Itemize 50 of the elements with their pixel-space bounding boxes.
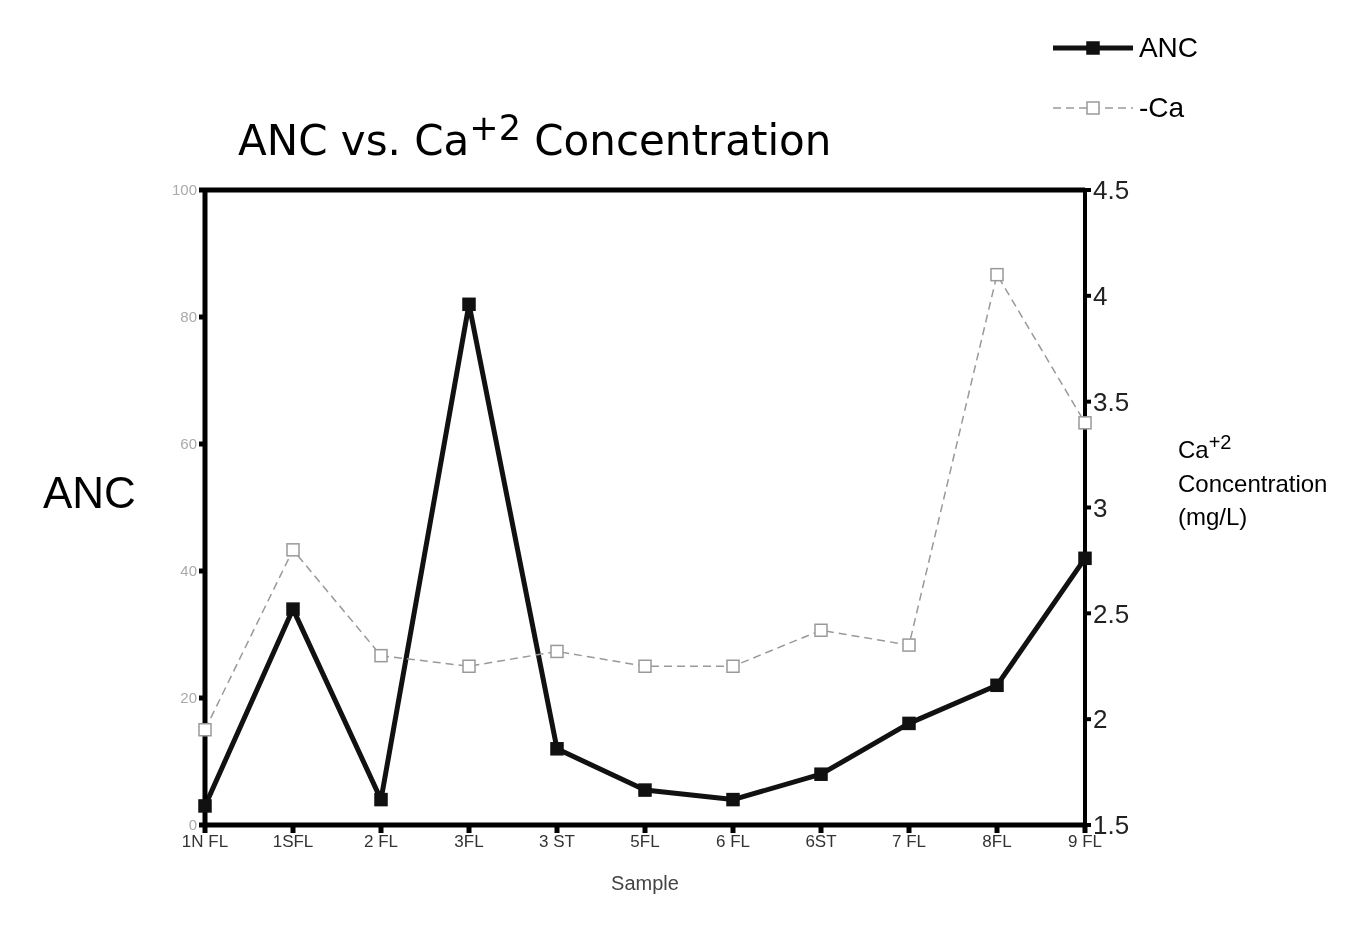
y-tick-label: 0 <box>188 816 197 834</box>
point <box>814 623 828 638</box>
x-tick-label: 6ST <box>805 832 837 852</box>
y2-tick-label: 4 <box>1093 281 1108 312</box>
legend-label: -Ca <box>1138 92 1184 124</box>
x-tick-label: 2 FL <box>363 832 399 852</box>
legend-label: ANC <box>1138 32 1198 64</box>
x-tick-label: 1SFL <box>272 832 314 852</box>
x-axis-title: Sample <box>611 872 679 894</box>
y-axis-title: ANC <box>43 468 136 518</box>
x-tick-label: 1N FL <box>181 832 229 852</box>
point <box>198 799 212 813</box>
point <box>638 783 652 797</box>
x-tick-label: 3FL <box>454 832 484 852</box>
y-tick-label: 80 <box>180 308 197 326</box>
point <box>550 742 564 756</box>
x-tick-label: 8FL <box>982 832 1012 852</box>
x-tick-label: 6 FL <box>715 832 751 852</box>
point <box>1078 551 1092 566</box>
point <box>726 659 740 673</box>
y2-axis-title: Ca$^{+2}$ Concentration (mg/L) <box>1178 430 1329 533</box>
point <box>1078 416 1092 430</box>
point <box>638 659 652 673</box>
x-tick-label: 7 FL <box>891 832 927 852</box>
point <box>462 297 476 312</box>
y2-tick-label: 3 <box>1093 492 1108 523</box>
point <box>462 659 476 673</box>
point <box>374 648 388 663</box>
y-tick-label: 40 <box>180 562 197 580</box>
y2-tick-label: 4.5 <box>1093 175 1130 206</box>
point <box>902 638 916 652</box>
point <box>374 792 388 807</box>
x-tick-label: 3 ST <box>539 832 575 852</box>
point <box>286 543 300 557</box>
y-tick-label: 20 <box>180 689 197 707</box>
point <box>990 267 1004 282</box>
y-tick-label: 60 <box>180 435 197 453</box>
y2-tick-label: 2.5 <box>1093 598 1130 629</box>
x-tick-label: 5FL <box>630 832 660 852</box>
point <box>286 602 300 616</box>
y-tick-label: 100 <box>171 181 197 199</box>
point <box>726 792 740 807</box>
y2-tick-label: 2 <box>1093 704 1108 735</box>
point <box>902 716 916 731</box>
point <box>814 767 828 781</box>
point <box>198 723 212 737</box>
point <box>990 678 1004 693</box>
chart-title: ANC vs. Ca$^{+2}$ Concentration <box>238 108 832 165</box>
y2-tick-label: 3.5 <box>1093 386 1130 417</box>
point <box>550 644 564 659</box>
